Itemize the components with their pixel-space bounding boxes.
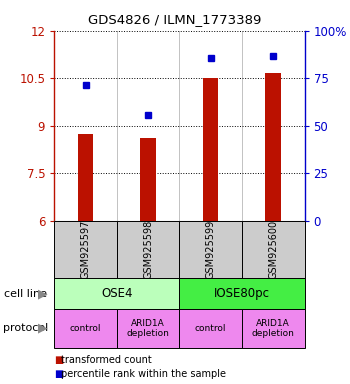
Text: OSE4: OSE4	[101, 287, 133, 300]
Bar	[54, 309, 117, 348]
Text: ▶: ▶	[38, 322, 47, 335]
Bar	[242, 309, 304, 348]
Bar	[179, 309, 242, 348]
Bar	[117, 309, 179, 348]
Text: control: control	[195, 324, 226, 333]
Text: ■: ■	[54, 369, 63, 379]
Bar	[117, 221, 179, 278]
Text: cell line: cell line	[4, 289, 47, 299]
Text: ARID1A
depletion: ARID1A depletion	[252, 319, 295, 338]
Text: GSM925599: GSM925599	[206, 220, 216, 279]
Bar	[54, 221, 117, 278]
Bar	[78, 134, 93, 221]
Text: GSM925597: GSM925597	[80, 220, 91, 279]
Text: transformed count: transformed count	[61, 355, 152, 365]
Text: ARID1A
depletion: ARID1A depletion	[127, 319, 169, 338]
Bar	[140, 139, 156, 221]
Text: GSM925600: GSM925600	[268, 220, 278, 279]
Bar	[54, 278, 179, 309]
Bar	[203, 78, 218, 221]
Text: GDS4826 / ILMN_1773389: GDS4826 / ILMN_1773389	[88, 13, 262, 26]
Bar	[179, 221, 242, 278]
Bar	[265, 73, 281, 221]
Text: ▶: ▶	[38, 287, 47, 300]
Text: ■: ■	[54, 355, 63, 365]
Text: protocol: protocol	[4, 323, 49, 333]
Bar	[242, 221, 304, 278]
Text: IOSE80pc: IOSE80pc	[214, 287, 270, 300]
Text: GSM925598: GSM925598	[143, 220, 153, 279]
Bar	[179, 278, 304, 309]
Text: control: control	[70, 324, 101, 333]
Text: percentile rank within the sample: percentile rank within the sample	[61, 369, 226, 379]
